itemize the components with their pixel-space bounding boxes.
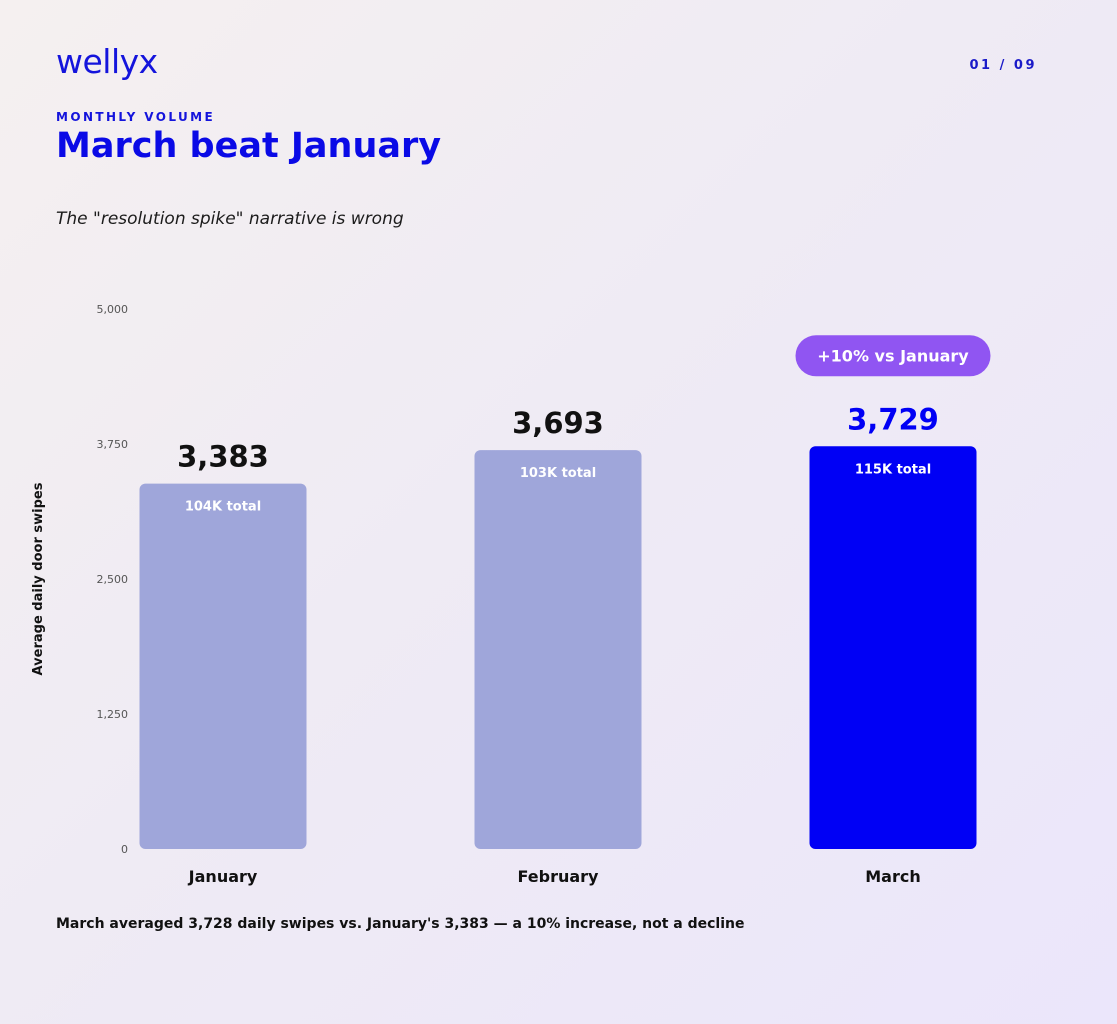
y-axis-label: Average daily door swipes — [31, 482, 46, 675]
y-tick-label: 5,000 — [97, 303, 129, 316]
bar-value-label: 3,693 — [512, 406, 604, 440]
annotation-text: +10% vs January — [817, 346, 969, 365]
y-tick-label: 1,250 — [97, 708, 129, 721]
y-tick-label: 3,750 — [97, 438, 129, 451]
bar — [139, 483, 307, 849]
bar-inner-label: 104K total — [185, 500, 261, 515]
bar-value-label: 3,729 — [847, 402, 939, 436]
annotation-badge — [795, 335, 991, 377]
x-tick-label: March — [865, 867, 920, 886]
bar-inner-label: 103K total — [520, 466, 596, 481]
page-indicator: 01 / 09 — [969, 58, 1037, 73]
y-tick-label: 0 — [121, 843, 128, 856]
x-tick-label: January — [188, 867, 258, 886]
page-subtitle: The "resolution spike" narrative is wron… — [56, 209, 404, 229]
page-title: March beat January — [56, 126, 442, 166]
bar — [809, 446, 977, 849]
section-eyebrow: MONTHLY VOLUME — [56, 110, 216, 124]
brand-logo: wellyx — [56, 42, 158, 81]
bar-inner-label: 115K total — [855, 462, 931, 477]
bar-value-label: 3,383 — [177, 440, 269, 474]
bar — [474, 450, 642, 849]
chart-footnote: March averaged 3,728 daily swipes vs. Ja… — [56, 916, 745, 932]
x-tick-label: February — [518, 867, 600, 886]
y-tick-label: 2,500 — [97, 573, 129, 586]
